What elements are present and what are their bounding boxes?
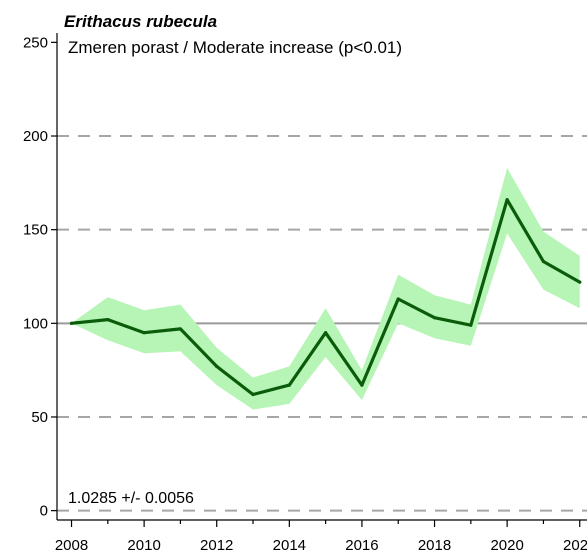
data-point-2020 [505,198,509,202]
x-tick-label-2022: 2022 [563,537,587,554]
x-tick-label-2010: 2010 [127,537,160,554]
data-point-2012 [215,364,219,369]
confidence-band [71,167,580,410]
x-tick-label-2012: 2012 [200,537,233,554]
data-point-2019 [469,323,473,327]
data-point-2010 [142,331,146,335]
data-point-2017 [396,297,400,301]
data-point-2016 [360,383,364,387]
data-point-2022 [578,280,582,284]
data-point-2011 [178,327,183,331]
data-point-2008 [69,321,74,325]
data-point-2018 [432,316,437,320]
chart-labels: Erithacus rubecula Zmeren porast / Moder… [23,12,587,554]
chart-subtitle: Zmeren porast / Moderate increase (p<0.0… [68,38,402,57]
chart-title: Erithacus rubecula [64,12,217,31]
data-point-2015 [324,331,328,335]
data-point-2013 [251,392,255,397]
x-tick-label-2016: 2016 [345,537,378,554]
y-tick-label-100: 100 [23,315,48,332]
data-point-2014 [287,383,291,387]
y-tick-label-150: 150 [23,222,48,239]
x-tick-label-2008: 2008 [55,537,88,554]
axes [51,33,587,527]
y-tick-label-0: 0 [40,503,48,520]
x-tick-label-2018: 2018 [418,537,451,554]
x-tick-label-2014: 2014 [273,537,306,554]
trend-slope-annotation: 1.0285 +/- 0.0056 [68,490,194,507]
y-tick-label-250: 250 [23,34,48,51]
data-point-2009 [106,317,110,322]
trend-line-layer [69,198,582,397]
y-tick-label-50: 50 [31,409,48,426]
data-point-2021 [541,259,546,264]
y-tick-label-200: 200 [23,128,48,145]
confidence-band-layer [71,167,580,410]
x-tick-label-2020: 2020 [490,537,523,554]
